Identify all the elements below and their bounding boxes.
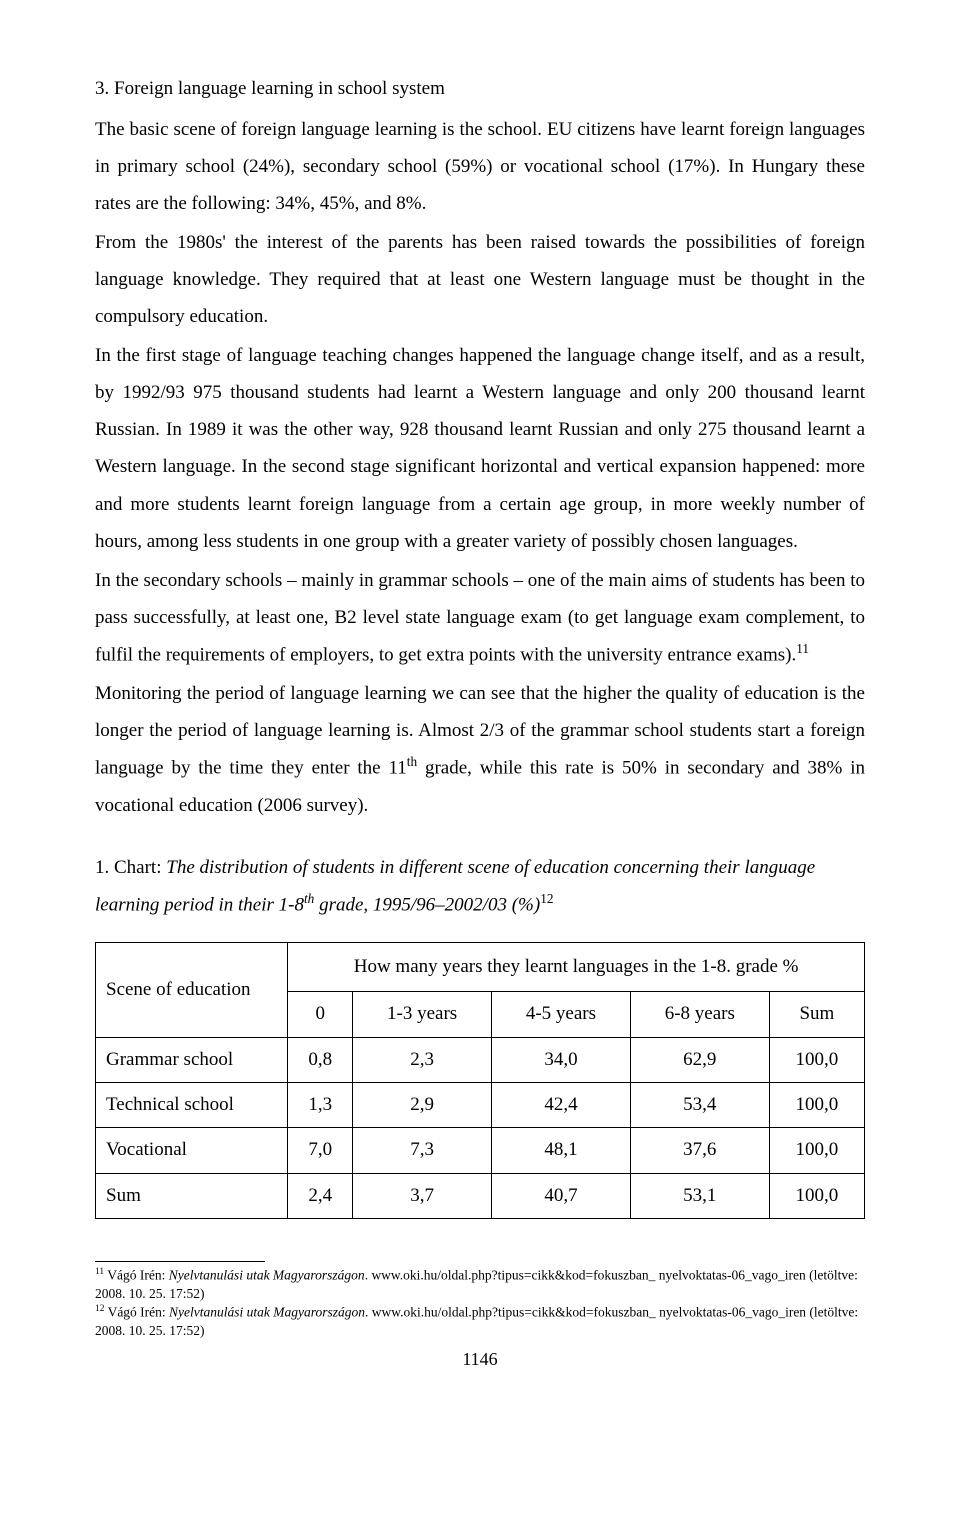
cell: 2,4 — [288, 1173, 353, 1218]
col-0: 0 — [288, 992, 353, 1037]
footnote-ref-12: 12 — [540, 891, 553, 906]
footnote-11: 11 Vágó Irén: Nyelvtanulási utak Magyaro… — [95, 1266, 865, 1303]
table-row: Grammar school 0,8 2,3 34,0 62,9 100,0 — [96, 1037, 865, 1082]
cell: 100,0 — [769, 1173, 864, 1218]
footnote-author: Vágó Irén: — [104, 1267, 169, 1282]
paragraph-4: In the secondary schools – mainly in gra… — [95, 562, 865, 673]
cell: 7,0 — [288, 1128, 353, 1173]
footnote-number: 11 — [95, 1267, 104, 1277]
col-sum: Sum — [769, 992, 864, 1037]
row-label: Grammar school — [96, 1037, 288, 1082]
table-row: Sum 2,4 3,7 40,7 53,1 100,0 — [96, 1173, 865, 1218]
row-label: Vocational — [96, 1128, 288, 1173]
page-number: 1146 — [95, 1342, 865, 1377]
cell: 100,0 — [769, 1128, 864, 1173]
col-4-5: 4-5 years — [492, 992, 631, 1037]
ordinal-sup: th — [407, 754, 417, 769]
cell: 34,0 — [492, 1037, 631, 1082]
cell: 1,3 — [288, 1083, 353, 1128]
table-corner: Scene of education — [96, 943, 288, 1038]
chart-title: 1. Chart: The distribution of students i… — [95, 850, 865, 924]
cell: 2,3 — [353, 1037, 492, 1082]
cell: 3,7 — [353, 1173, 492, 1218]
table-row: Vocational 7,0 7,3 48,1 37,6 100,0 — [96, 1128, 865, 1173]
row-label: Technical school — [96, 1083, 288, 1128]
cell: 7,3 — [353, 1128, 492, 1173]
cell: 0,8 — [288, 1037, 353, 1082]
footnote-author: Vágó Irén: — [104, 1304, 169, 1319]
section-heading: 3. Foreign language learning in school s… — [95, 70, 865, 107]
footnote-ref-11: 11 — [796, 641, 809, 656]
footnote-12: 12 Vágó Irén: Nyelvtanulási utak Magyaro… — [95, 1303, 865, 1340]
cell: 2,9 — [353, 1083, 492, 1128]
chart-title-b: grade, 1995/96–2002/03 (%) — [314, 894, 540, 915]
cell: 100,0 — [769, 1037, 864, 1082]
cell: 100,0 — [769, 1083, 864, 1128]
paragraph-3: In the first stage of language teaching … — [95, 337, 865, 559]
col-6-8: 6-8 years — [630, 992, 769, 1037]
cell: 48,1 — [492, 1128, 631, 1173]
paragraph-2: From the 1980s' the interest of the pare… — [95, 224, 865, 335]
distribution-table: Scene of education How many years they l… — [95, 942, 865, 1219]
cell: 53,1 — [630, 1173, 769, 1218]
row-label: Sum — [96, 1173, 288, 1218]
footnote-italic: Nyelvtanulási utak Magyarországon — [169, 1267, 365, 1282]
chart-lead: 1. Chart: — [95, 857, 166, 878]
chart-title-sup: th — [304, 891, 314, 906]
cell: 42,4 — [492, 1083, 631, 1128]
cell: 53,4 — [630, 1083, 769, 1128]
cell: 37,6 — [630, 1128, 769, 1173]
footnotes: 11 Vágó Irén: Nyelvtanulási utak Magyaro… — [95, 1261, 865, 1340]
table-header-row-1: Scene of education How many years they l… — [96, 943, 865, 992]
paragraph-4-text: In the secondary schools – mainly in gra… — [95, 570, 865, 665]
paragraph-1: The basic scene of foreign language lear… — [95, 111, 865, 222]
cell: 40,7 — [492, 1173, 631, 1218]
cell: 62,9 — [630, 1037, 769, 1082]
footnote-rule — [95, 1261, 265, 1262]
table-row: Technical school 1,3 2,9 42,4 53,4 100,0 — [96, 1083, 865, 1128]
col-1-3: 1-3 years — [353, 992, 492, 1037]
table-merged-header: How many years they learnt languages in … — [288, 943, 865, 992]
footnote-italic: Nyelvtanulási utak Magyarországon — [169, 1304, 365, 1319]
paragraph-5: Monitoring the period of language learni… — [95, 675, 865, 824]
